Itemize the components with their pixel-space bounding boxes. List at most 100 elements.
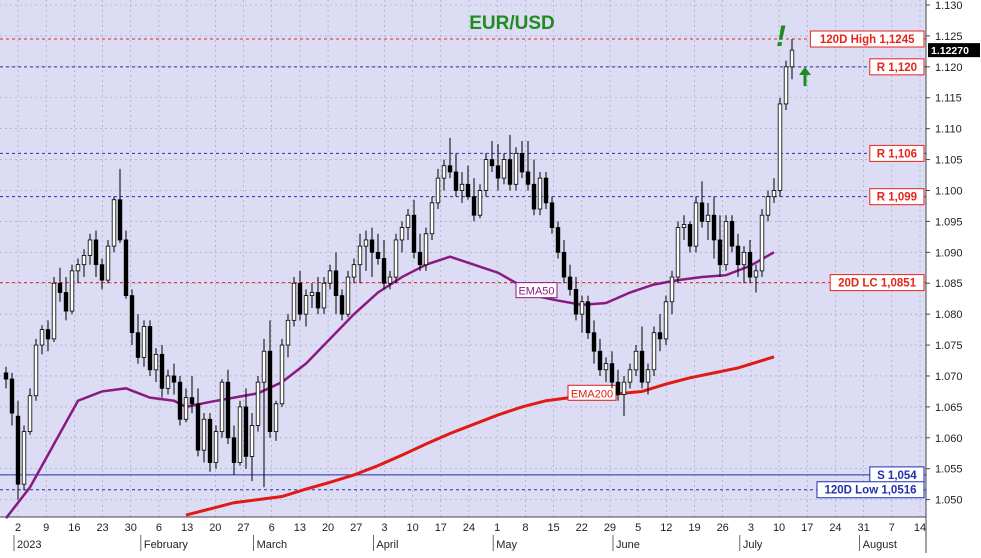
- candle-body: [663, 301, 669, 340]
- candle-body: [123, 239, 129, 296]
- level-label-box: [869, 144, 925, 162]
- x-tick-label: 27: [350, 522, 362, 534]
- plot-area: [0, 0, 926, 517]
- candle-body: [369, 239, 375, 253]
- level-label: S 1,054: [877, 470, 917, 482]
- candle-body: [669, 276, 675, 303]
- candle-body: [63, 292, 69, 312]
- candle-body: [723, 221, 729, 266]
- candle-body: [213, 431, 219, 463]
- candle-body: [135, 332, 141, 358]
- x-tick-label: 12: [660, 522, 672, 534]
- x-tick-label: 5: [635, 522, 641, 534]
- candle-body: [183, 397, 189, 420]
- candle-body: [789, 49, 795, 68]
- candle-body: [561, 251, 567, 278]
- x-tick-label: 24: [829, 522, 841, 534]
- candle-body: [21, 431, 27, 485]
- candle-body: [741, 251, 747, 266]
- candle-body: [603, 363, 609, 371]
- candle-body: [711, 214, 717, 241]
- candle-body: [729, 221, 735, 247]
- candle-body: [735, 245, 741, 266]
- level-label-box: [809, 30, 925, 48]
- y-tick-label: 1.055: [935, 464, 963, 476]
- candle-body: [705, 214, 711, 222]
- y-tick-label: 1.115: [935, 93, 962, 105]
- x-tick-label: 6: [156, 522, 162, 534]
- candle-body: [441, 165, 447, 179]
- candle-body: [207, 418, 213, 463]
- candle-body: [111, 199, 117, 247]
- y-tick-label: 1.075: [935, 340, 963, 352]
- y-tick-label: 1.060: [935, 433, 963, 445]
- candle-body: [171, 375, 177, 383]
- x-tick-label: 31: [858, 522, 870, 534]
- candle-body: [279, 344, 285, 405]
- candle-body: [51, 282, 57, 340]
- candle-body: [69, 270, 75, 312]
- candle-body: [717, 239, 723, 266]
- candle-body: [777, 103, 783, 191]
- candle-body: [525, 171, 531, 185]
- y-tick-label: 1.130: [935, 0, 963, 12]
- last-price-label: 1.12270: [931, 45, 969, 57]
- candle-body: [3, 372, 9, 380]
- candle-body: [537, 177, 543, 210]
- candle-body: [27, 395, 33, 433]
- candle-body: [483, 159, 489, 191]
- candle-body: [117, 199, 123, 241]
- candle-body: [657, 332, 663, 340]
- up-arrow-icon: [799, 67, 811, 86]
- candle-body: [231, 437, 237, 463]
- candle-body: [507, 159, 513, 185]
- candle-body: [543, 177, 549, 204]
- chart-title: EUR/USD: [469, 13, 555, 34]
- candle-body: [291, 282, 297, 321]
- y-tick-label: 1.095: [935, 216, 963, 228]
- y-tick-label: 1.050: [935, 495, 963, 507]
- candle-body: [363, 239, 369, 247]
- candle-body: [297, 282, 303, 315]
- candle-body: [405, 214, 411, 228]
- candle-body: [261, 350, 267, 383]
- level-label-box: [869, 58, 925, 76]
- candle-body: [597, 350, 603, 371]
- candle-body: [345, 276, 351, 315]
- candle-body: [45, 329, 51, 340]
- month-label: February: [144, 539, 189, 551]
- candle-body: [381, 258, 387, 284]
- candle-body: [399, 227, 405, 241]
- candle-body: [267, 350, 273, 433]
- candle-body: [435, 177, 441, 204]
- x-tick-label: 7: [889, 522, 895, 534]
- candle-body: [693, 202, 699, 247]
- month-label: May: [496, 539, 517, 551]
- level-label: R 1,120: [877, 62, 917, 74]
- candle-body: [309, 292, 315, 296]
- candle-body: [771, 190, 777, 198]
- x-tick-label: 10: [773, 522, 785, 534]
- candle-body: [327, 270, 333, 284]
- candle-body: [153, 353, 159, 371]
- candle-body: [687, 224, 693, 247]
- candles: [3, 39, 795, 500]
- x-tick-label: 1: [494, 522, 500, 534]
- y-tick-label: 1.120: [935, 62, 963, 74]
- x-tick-label: 17: [435, 522, 447, 534]
- candle-body: [417, 251, 423, 266]
- candle-body: [453, 171, 459, 191]
- candle-body: [411, 214, 417, 253]
- candle-body: [351, 264, 357, 278]
- levels: [0, 38, 926, 491]
- candle-body: [321, 282, 327, 309]
- candle-body: [225, 381, 231, 439]
- candle-body: [621, 381, 627, 395]
- candle-body: [387, 276, 393, 284]
- candle-body: [471, 196, 477, 216]
- level-label-box: [869, 188, 925, 206]
- candle-body: [93, 239, 99, 266]
- series-label: EMA200: [571, 388, 613, 400]
- candle-body: [519, 152, 525, 173]
